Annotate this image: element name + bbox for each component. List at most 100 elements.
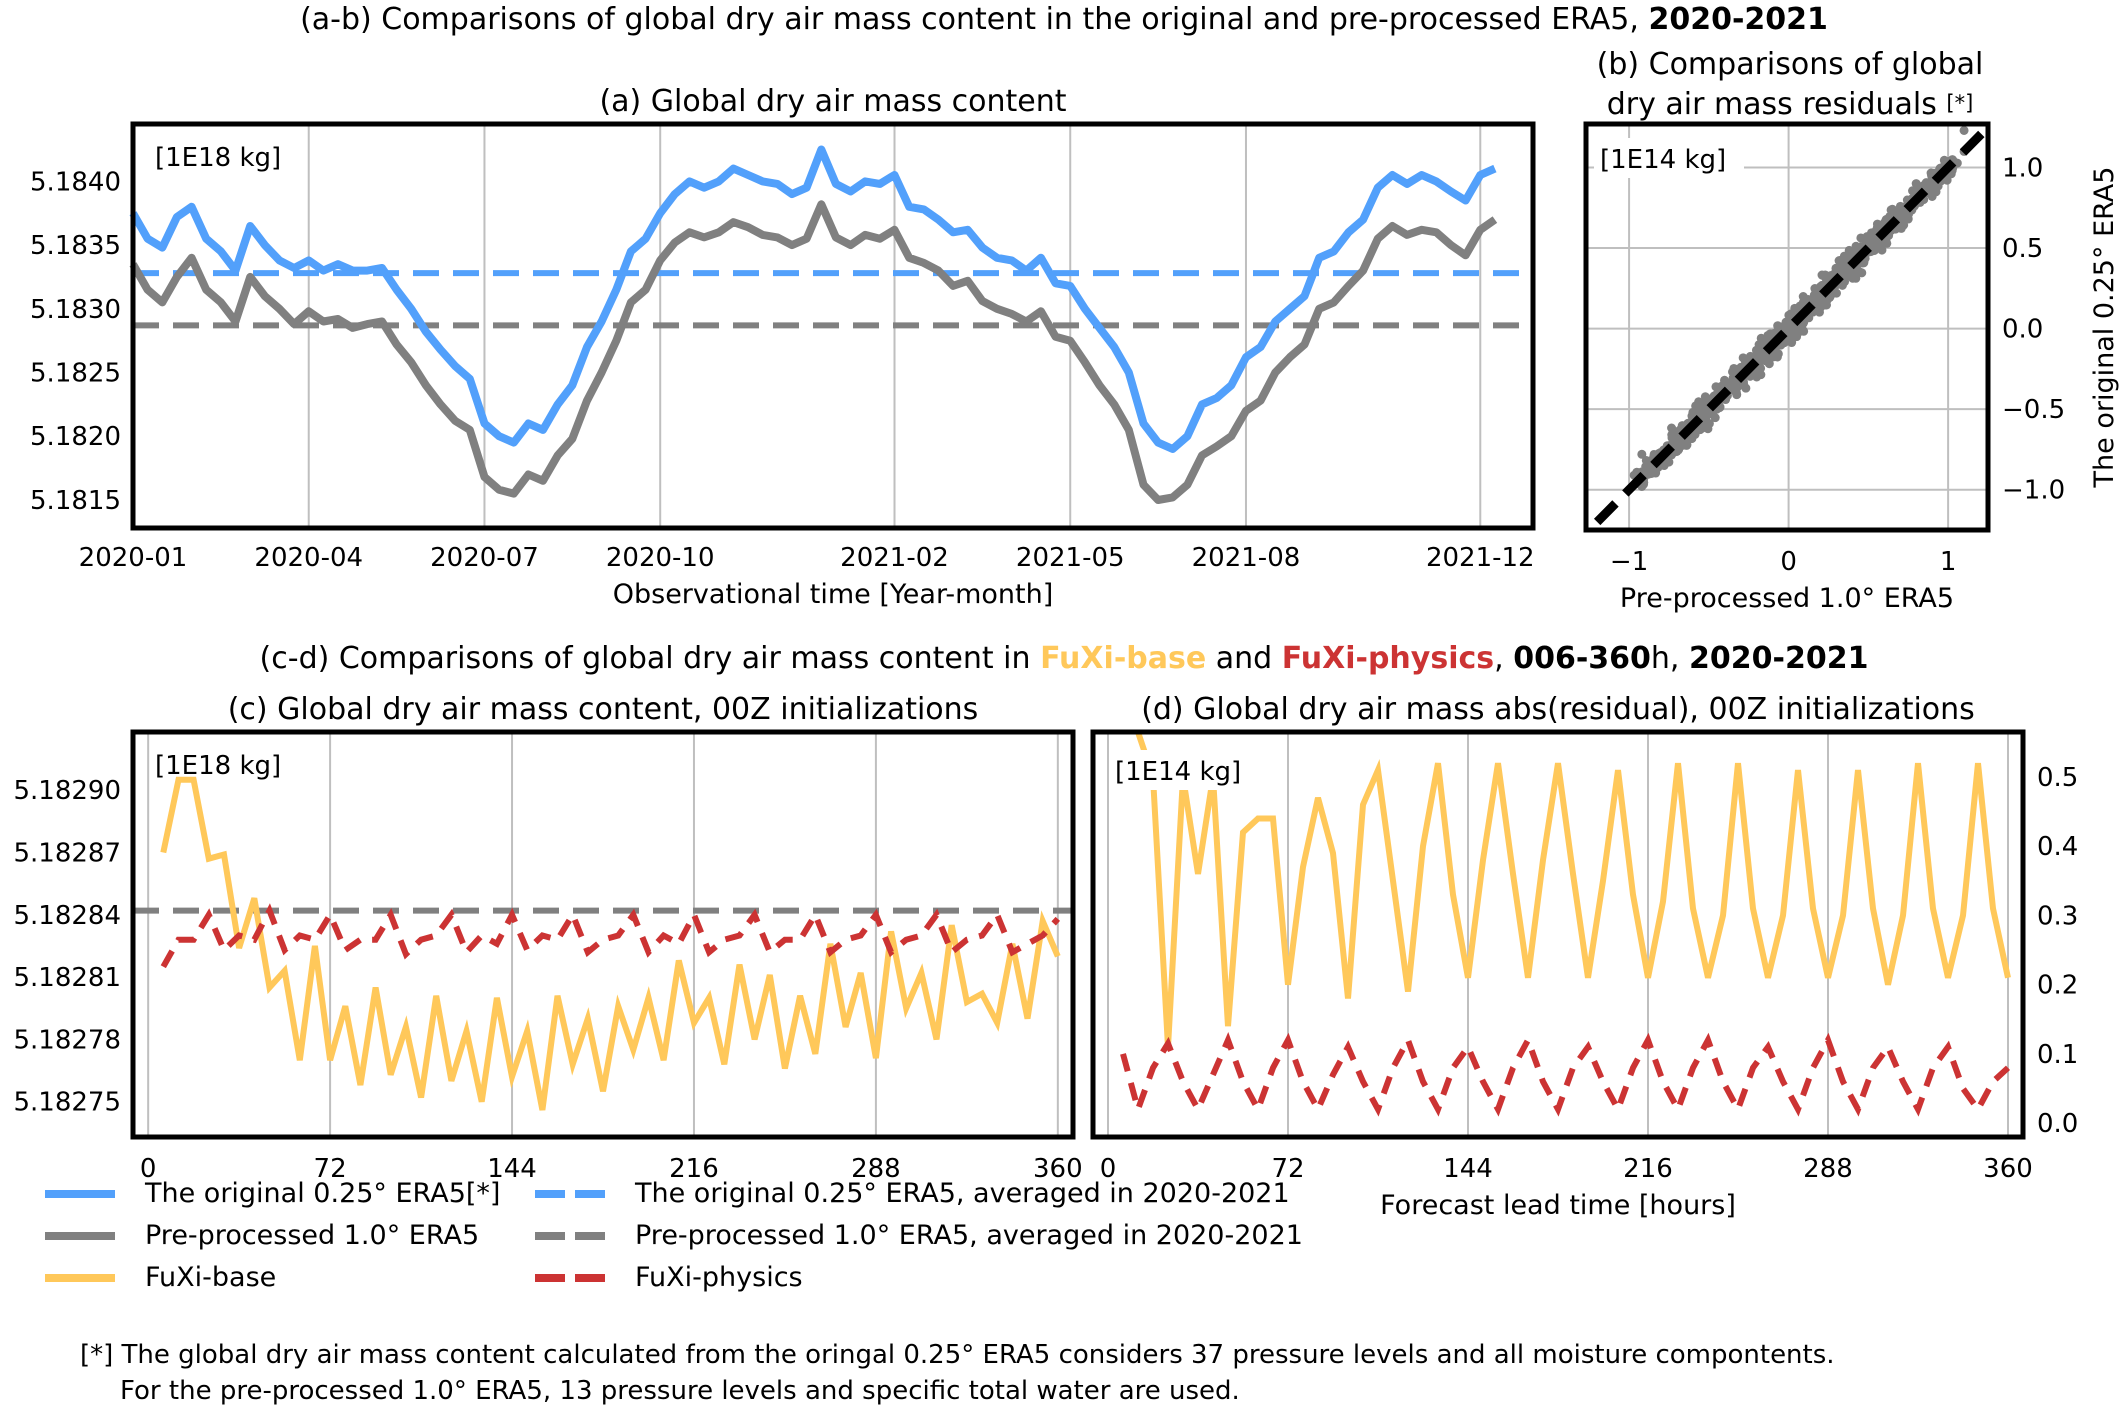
chart-a-x-tick-label: 2021-05 [1016,543,1125,573]
chart-b-point [1895,208,1905,218]
chart-b-title-line1: (b) Comparisons of global [1596,47,1984,82]
chart-a-x-axis-label: Observational time [Year-month] [613,579,1054,610]
footnote-line2: For the pre-processed 1.0° ERA5, 13 pres… [120,1376,1240,1406]
chart-a-x-tick-label: 2021-08 [1192,543,1301,573]
top-title-text: (a-b) Comparisons of global dry air mass… [300,2,1649,37]
chart-b-y-tick-label: 1.0 [2002,154,2043,184]
chart-b-point [1687,434,1697,444]
chart-a-series-line [129,200,1498,504]
legend-item: The original 0.25° ERA5, averaged in 202… [535,1178,1290,1209]
chart-d-x-axis-label: Forecast lead time [hours] [1380,1190,1736,1221]
chart-b-point [1903,214,1913,224]
chart-c-y-tick-label: 5.18275 [13,1088,121,1118]
chart-d-title: (d) Global dry air mass abs(residual), 0… [1141,692,1975,727]
chart-b-point [1710,413,1720,423]
chart-b-point [1792,332,1802,342]
legend-item: The original 0.25° ERA5[*] [45,1178,500,1209]
chart-c-x-tick-label: 0 [140,1154,157,1184]
chart-d-x-tick-label: 360 [1983,1154,2033,1184]
legend-label: The original 0.25° ERA5[*] [145,1178,501,1209]
chart-d-y-tick-label: 0.4 [2037,832,2078,862]
chart-b-title-line2: dry air mass residuals [*] [1606,87,1974,122]
chart-b-point [1927,184,1937,194]
chart-c-x-tick-label: 288 [851,1154,901,1184]
chart-b-point [1814,307,1824,317]
legend-swatch-dashed [535,1273,605,1282]
bottom-title-comma: , [1494,641,1514,676]
chart-b-point [1855,267,1865,277]
chart-b-point [1752,372,1762,382]
chart-d-series-line [1120,1031,2011,1120]
chart-c-y-tick-label: 5.18284 [13,901,121,931]
chart-a-y-tick-label: 5.1830 [30,295,121,325]
chart-c-y-tick-label: 5.18287 [13,838,121,868]
legend-item: FuXi-physics [535,1262,803,1293]
chart-b-y-tick-label: −0.5 [2002,395,2065,425]
legend-swatch-dashed [535,1231,605,1240]
chart-b-unit-label: [1E14 kg] [1600,145,1726,175]
legend-swatch-solid [45,1273,115,1282]
chart-d-unit-label: [1E14 kg] [1115,757,1241,787]
chart-b-point [1870,239,1880,249]
chart-b-y-tick-label: −1.0 [2002,476,2065,506]
bottom-title-text: (c-d) Comparisons of global dry air mass… [259,641,1041,676]
chart-c-x-tick-label: 216 [669,1154,719,1184]
chart-b-point [1647,467,1657,477]
chart-b-point [1840,262,1850,272]
chart-b-x-axis-label: Pre-processed 1.0° ERA5 [1620,583,1954,614]
chart-b-point [1784,320,1794,330]
chart-d-y-tick-label: 0.0 [2037,1109,2078,1139]
chart-b-y-tick-label: 0.5 [2002,234,2043,264]
chart-c-y-tick-label: 5.18281 [13,963,121,993]
chart-a-unit-label: [1E18 kg] [155,143,281,173]
bottom-title-fuxi-physics: FuXi-physics [1281,641,1495,676]
chart-a-title: (a) Global dry air mass content [599,84,1067,119]
chart-b-point [1760,353,1770,363]
bottom-title-and: and [1206,641,1282,676]
footnote-line1: [*] The global dry air mass content calc… [80,1340,1835,1370]
chart-a-y-tick-label: 5.1835 [30,231,121,261]
chart-a-y-tick-label: 5.1825 [30,359,121,389]
chart-b-point [1927,192,1937,201]
chart-b-point [1752,351,1762,361]
chart-c-series-line [160,776,1061,1111]
legend-item: Pre-processed 1.0° ERA5 [45,1220,479,1251]
chart-d-x-tick-label: 216 [1623,1154,1673,1184]
legend-label: FuXi-physics [635,1262,803,1293]
chart-a-series-line [129,145,1497,453]
chart-b-reference-line [1593,125,1990,526]
chart-b-point [1911,179,1921,189]
bottom-title-years: 2020-2021 [1689,641,1869,676]
chart-b-point [1844,268,1854,278]
chart-c-title: (c) Global dry air mass content, 00Z ini… [227,692,979,727]
chart-a-x-tick-label: 2021-02 [840,543,949,573]
chart-c-series-line [160,903,1061,969]
footnote-mark: [*] [1946,91,1974,115]
bottom-title-fuxi-base: FuXi-base [1040,641,1207,676]
chart-b-point [1731,388,1741,398]
legend-swatch-solid [45,1231,115,1240]
chart-a-frame [130,121,1536,531]
top-title-years: 2020-2021 [1648,2,1828,37]
chart-b-point [1703,424,1713,434]
chart-d-x-tick-label: 144 [1443,1154,1493,1184]
bottom-title-hours: 006-360 [1513,641,1651,676]
chart-b-x-tick-label: −1 [1610,547,1648,577]
chart-b-point [1816,299,1825,309]
chart-b-point [1817,270,1827,280]
chart-c-x-tick-label: 360 [1033,1154,1083,1184]
chart-d-series-line [1135,732,2011,1048]
legend-label: Pre-processed 1.0° ERA5 [145,1220,480,1251]
chart-d-frame [1090,729,2026,1140]
chart-a-x-tick-label: 2020-10 [606,543,715,573]
legend-label: FuXi-base [145,1262,277,1293]
top-title: (a-b) Comparisons of global dry air mass… [0,2,2128,37]
legend-swatch-solid [45,1189,115,1198]
chart-b-y-tick-label: 0.0 [2002,315,2043,345]
chart-c-frame [130,729,1076,1140]
chart-a-x-tick-label: 2020-04 [254,543,363,573]
chart-b-point [1637,449,1647,459]
chart-b-point [1877,239,1887,249]
chart-a-y-tick-label: 5.1840 [30,167,121,197]
